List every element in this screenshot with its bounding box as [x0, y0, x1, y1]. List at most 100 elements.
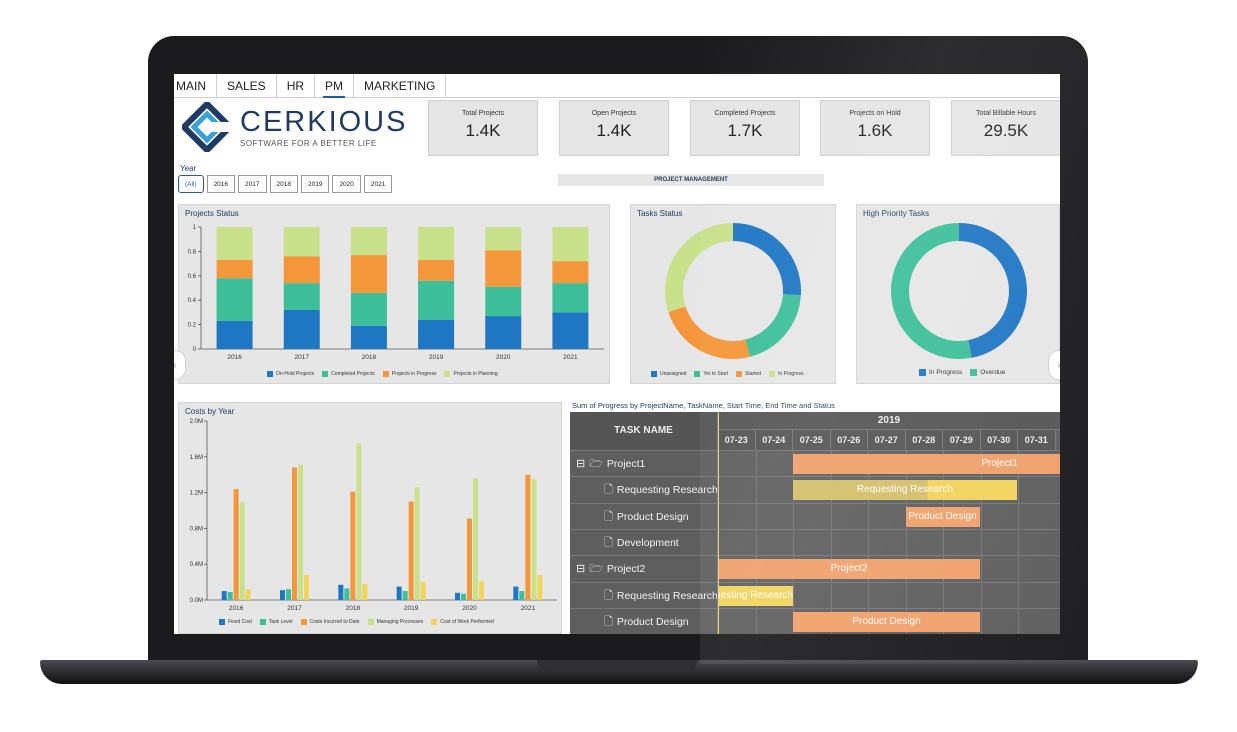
gantt-row-label: Project2 [606, 563, 646, 576]
gantt-bar[interactable]: Requesting Research [718, 585, 793, 606]
y-tick-label: 0.2 [188, 323, 197, 329]
gantt-row-task[interactable]: 🗋 Development [570, 528, 1060, 556]
kpi-total-billable-hours: Total Billable Hours 29.5K [951, 100, 1060, 156]
year-option-2017[interactable]: 2017 [238, 175, 267, 193]
bar [479, 581, 484, 600]
kpi-value: 1.7K [727, 121, 763, 140]
y-tick-label: 2.0M [190, 419, 203, 425]
gantt-row-task[interactable]: 🗋 Product Design Product Design [570, 502, 1060, 530]
year-option-2020[interactable]: 2020 [332, 175, 361, 193]
gantt-date: 07-27 [868, 430, 906, 450]
bar-segment [216, 227, 253, 260]
gantt-title: Sum of Progress by ProjectName, TaskName… [570, 400, 1060, 412]
tab-main[interactable]: MAIN [174, 74, 217, 98]
tab-marketing[interactable]: MARKETING [354, 74, 447, 98]
bar [537, 574, 543, 600]
legend-label: Projects in Planning [453, 371, 498, 377]
gantt-year-header: 2019 [718, 412, 1060, 430]
legend-item: In Progress [769, 371, 804, 377]
document-icon: 🗋 [604, 536, 613, 549]
year-option-2018[interactable]: 2018 [269, 175, 298, 193]
year-option-all[interactable]: (All) [178, 175, 204, 193]
donut-slice [745, 294, 801, 357]
bar-segment [418, 227, 455, 260]
logo-wordmark: CERKIOUS [240, 106, 408, 138]
year-option-2019[interactable]: 2019 [300, 175, 330, 193]
kpi-open-projects: Open Projects 1.4K [559, 100, 669, 156]
kpi-value: 1.4K [465, 121, 501, 140]
bar [338, 584, 344, 600]
folder-icon: 🗁 [589, 563, 603, 576]
bar [286, 589, 291, 600]
legend-label: Unassigned [660, 371, 687, 377]
kpi-value: 1.6K [857, 121, 893, 140]
kpi-total-projects: Total Projects 1.4K [428, 100, 538, 156]
bar [455, 592, 460, 600]
tab-sales[interactable]: SALES [217, 74, 277, 98]
bar [239, 502, 245, 600]
donut-slice [891, 223, 972, 359]
gantt-gridline [980, 450, 982, 634]
bar [461, 593, 466, 600]
bar-segment [283, 283, 320, 310]
tasks-status-panel: Tasks Status Unassigned Yet to Start Sta… [630, 204, 836, 384]
bar-segment [552, 312, 589, 349]
projects-status-chart: 0 0.2 0.4 0.6 0.8 1 2016 2017 2018 2019 2020 2021 [188, 225, 604, 361]
gantt-bar[interactable]: Project1 [793, 454, 1060, 474]
gantt-row-task[interactable]: 🗋Requesting Research Requesting Research [570, 581, 1060, 609]
gantt-row-task[interactable]: 🗋Requesting Research Requesting Research [570, 476, 1060, 504]
kpi-projects-on-hold: Projects on Hold 1.6K [820, 100, 930, 156]
y-tick-label: 0.8 [188, 249, 197, 255]
legend-item: Projects in Progress [382, 371, 437, 377]
legend-item: Fixed Cost [219, 619, 252, 625]
gantt-task-name: ⊟ 🗁 Project1 [570, 451, 718, 477]
gantt-bar[interactable]: Product Design [793, 611, 980, 632]
bar [350, 491, 356, 600]
gantt-row-project[interactable]: ⊟ 🗁 Project2 Project2 [570, 555, 1060, 583]
tab-pm[interactable]: PM [315, 74, 355, 98]
y-tick-label: 0.4M [190, 562, 203, 568]
gantt-task-name: 🗋 Product Design [570, 503, 718, 530]
donut-slice [733, 223, 801, 296]
bar-segment [485, 250, 522, 287]
tasks-status-donut [665, 223, 801, 359]
bar [304, 574, 309, 600]
x-tick-label: 2020 [462, 605, 477, 612]
gantt-row-task[interactable]: 🗋 Product Design Product Design [570, 607, 1060, 634]
y-tick-label: 1.2M [190, 491, 203, 497]
gantt-bar[interactable]: Requesting Research [793, 480, 1017, 501]
document-icon: 🗋 [604, 589, 613, 602]
tab-hr[interactable]: HR [277, 74, 316, 98]
y-tick-label: 0.6 [188, 274, 197, 280]
chevron-right-icon: › [1057, 360, 1060, 371]
gantt-row-project[interactable]: ⊟ 🗁 Project1 Project1 [570, 450, 1060, 477]
gantt-date: 07-26 [830, 430, 868, 450]
legend-item: Overdue [970, 369, 1005, 376]
x-tick-label: 2019 [404, 605, 419, 612]
gantt-bar[interactable]: Product Design [905, 506, 980, 527]
legend-item: Started [735, 371, 761, 377]
year-filter: (All) 2016 2017 2018 2019 2020 2021 [178, 175, 393, 193]
legend-label: Projects in Progress [391, 371, 437, 377]
x-tick-label: 2017 [287, 605, 302, 612]
year-option-2021[interactable]: 2021 [363, 175, 393, 193]
bar [473, 478, 478, 600]
gantt-bar[interactable]: Project2 [718, 559, 980, 580]
gantt-gridline [830, 450, 832, 634]
carousel-next-button[interactable]: › [1048, 350, 1060, 380]
bar-segment [350, 292, 387, 326]
gantt-task-header: TASK NAME [570, 412, 718, 450]
logo-mark-icon [182, 102, 232, 152]
gantt-task-name: ⊟ 🗁 Project2 [570, 556, 718, 583]
legend-label: On-Hold Projects [276, 371, 315, 377]
legend-item: Costs Incurred to Date [300, 619, 360, 625]
year-option-2016[interactable]: 2016 [206, 175, 236, 193]
bar [414, 487, 420, 600]
bar-segment [350, 227, 387, 256]
collapse-icon[interactable]: ⊟ [576, 563, 586, 576]
legend-label: Task Level [268, 619, 293, 625]
gantt-date: 07-24 [755, 430, 793, 450]
legend-swatch [970, 369, 978, 376]
collapse-icon[interactable]: ⊟ [576, 458, 586, 470]
document-icon: 🗋 [604, 484, 613, 497]
